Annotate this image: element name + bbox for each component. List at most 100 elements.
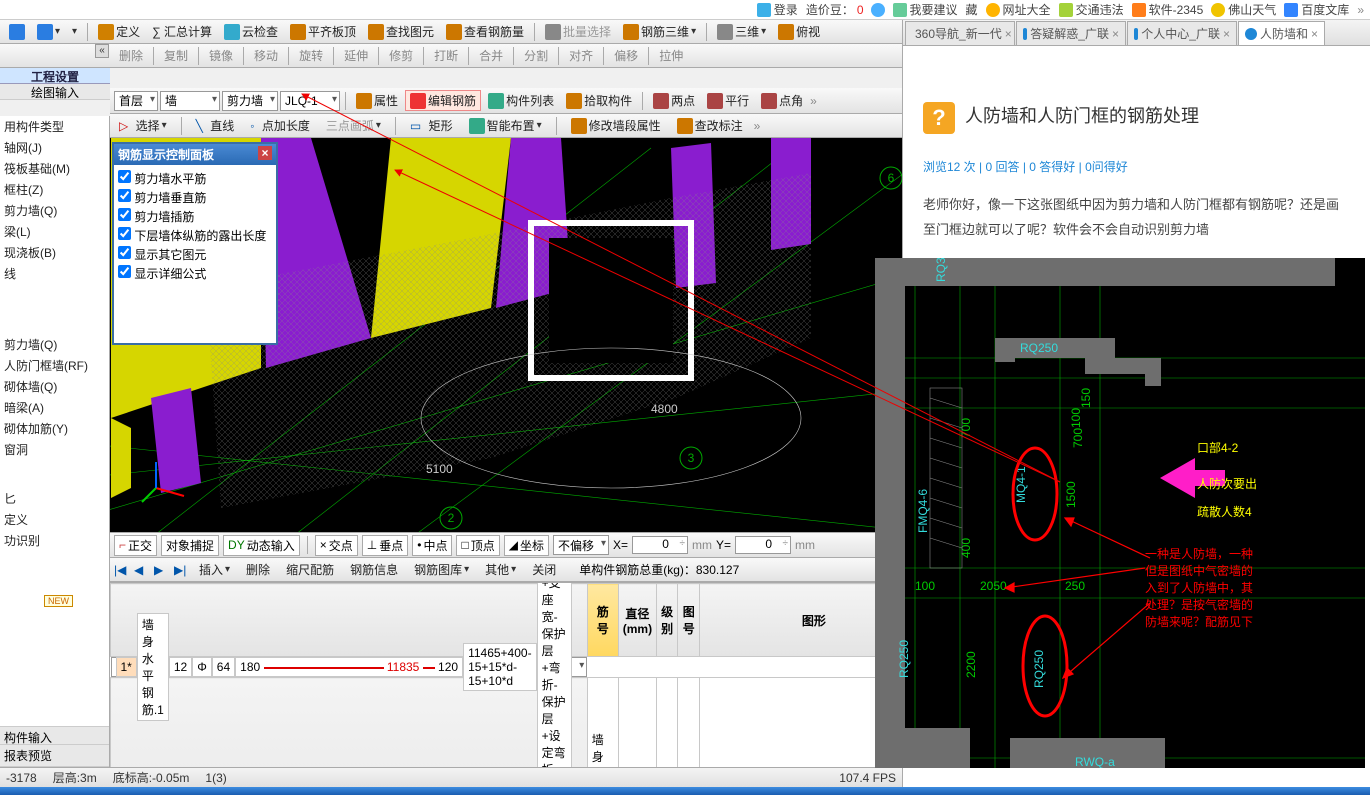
rebar-display-checkbox[interactable]: 显示详细公式 xyxy=(116,264,274,283)
component-list-button[interactable]: 构件列表 xyxy=(483,90,559,111)
rebar-display-checkbox[interactable]: 剪力墙垂直筋 xyxy=(116,188,274,207)
ptlen-tool[interactable]: ◦ 点加长度 xyxy=(245,115,315,136)
sidebar-tab-draw[interactable]: 绘图输入 xyxy=(0,84,110,100)
offset-button[interactable]: 偏移 xyxy=(609,45,643,66)
osnap-toggle[interactable]: 对象捕捉 xyxy=(161,535,219,556)
break-button[interactable]: 打断 xyxy=(429,45,463,66)
check-label-button[interactable]: 查改标注 xyxy=(672,115,748,136)
twopoint-button[interactable]: 两点 xyxy=(648,90,700,111)
cloud-check-button[interactable]: 云检查 xyxy=(219,21,283,42)
define-button[interactable]: 定义 xyxy=(93,21,145,42)
rebar-display-checkbox[interactable]: 下层墙体纵筋的露出长度 xyxy=(116,226,274,245)
category-select[interactable]: 墙 xyxy=(160,91,220,111)
rebar-table[interactable]: 筋号直径(mm)级别图号图形计算公式公式描述1*墙身水平钢筋.112Φ64180… xyxy=(110,582,902,767)
int-snap[interactable]: ×交点 xyxy=(315,535,358,556)
sidebar-tab-report[interactable]: 报表预览 xyxy=(0,744,109,767)
stretch-button[interactable]: 拉伸 xyxy=(654,45,688,66)
tree-item[interactable]: 剪力墙(Q) xyxy=(0,334,109,355)
attr-button[interactable]: 属性 xyxy=(351,90,403,111)
tree-item[interactable]: 功识别 xyxy=(0,530,109,551)
y-input[interactable]: 0 xyxy=(735,536,791,554)
tree-item[interactable]: 砌体墙(Q) xyxy=(0,376,109,397)
copy-button[interactable]: 复制 xyxy=(159,45,193,66)
rotate-button[interactable]: 旋转 xyxy=(294,45,328,66)
tree-item[interactable]: 匕 xyxy=(0,488,109,509)
view-3d-button[interactable]: 三维▾ xyxy=(712,21,771,42)
soft-link[interactable]: 软件-2345 xyxy=(1132,1,1204,18)
mod-attr-button[interactable]: 修改墙段属性 xyxy=(566,115,666,136)
traffic-link[interactable]: 交通违法 xyxy=(1059,1,1124,18)
browser-tab[interactable]: 个人中心_广联× xyxy=(1127,21,1237,45)
tree-item[interactable]: 定义 xyxy=(0,509,109,530)
dyn-toggle[interactable]: DY动态输入 xyxy=(223,535,300,556)
merge-button[interactable]: 合并 xyxy=(474,45,508,66)
tree-item[interactable]: 人防门框墙(RF) xyxy=(0,355,109,376)
delete-button[interactable]: 删除 xyxy=(114,45,148,66)
navall-link[interactable]: 网址大全 xyxy=(986,1,1051,18)
rebar-info-button[interactable]: 钢筋信息 xyxy=(345,559,403,580)
tree-item[interactable]: 剪力墙(Q) xyxy=(0,200,109,221)
rebar-lib-button[interactable]: 钢筋图库▾ xyxy=(409,559,474,580)
suggest-link[interactable]: 我要建议 xyxy=(893,1,958,18)
rebar-display-checkbox[interactable]: 剪力墙水平筋 xyxy=(116,169,274,188)
tree-item[interactable]: 暗梁(A) xyxy=(0,397,109,418)
tree-item[interactable]: 轴网(J) xyxy=(0,137,109,158)
trim-button[interactable]: 修剪 xyxy=(384,45,418,66)
nav-first[interactable]: |◀ xyxy=(114,563,128,577)
login-link[interactable]: 登录 xyxy=(757,1,798,18)
tree-item[interactable]: 窗洞 xyxy=(0,439,109,460)
tree-item[interactable]: 梁(L) xyxy=(0,221,109,242)
vert-snap[interactable]: □顶点 xyxy=(456,535,499,556)
redo-button[interactable]: ▾ xyxy=(67,24,82,39)
nav-last[interactable]: ▶| xyxy=(174,563,188,577)
close-button[interactable]: 关闭 xyxy=(527,559,561,580)
coord-snap[interactable]: ◢坐标 xyxy=(504,535,549,556)
floor-select[interactable]: 首层 xyxy=(114,91,158,111)
sum-button[interactable]: ∑ 汇总计算 xyxy=(147,21,217,42)
fav-link[interactable]: 藏 xyxy=(966,1,978,18)
tree-item[interactable]: 线 xyxy=(0,263,109,284)
split-button[interactable]: 分割 xyxy=(519,45,553,66)
other-button[interactable]: 其他▾ xyxy=(480,559,521,580)
tree-item[interactable]: 砌体加筋(Y) xyxy=(0,418,109,439)
line-tool[interactable]: ╲ 直线 xyxy=(191,115,240,136)
windows-taskbar[interactable] xyxy=(0,787,1370,795)
select-tool[interactable]: ▷ 选择▾ xyxy=(114,115,172,136)
perp-snap[interactable]: ⊥垂点 xyxy=(362,535,408,556)
tree-item[interactable]: 框柱(Z) xyxy=(0,179,109,200)
browser-tab[interactable]: 360导航_新一代× xyxy=(905,21,1015,45)
undo-button[interactable]: ▾ xyxy=(32,22,65,42)
save-button[interactable] xyxy=(4,22,30,42)
rect-tool[interactable]: ▭ 矩形 xyxy=(405,115,458,136)
code-select[interactable]: JLQ-1 xyxy=(280,91,340,111)
tree-item[interactable]: 现浇板(B) xyxy=(0,242,109,263)
align-slab-button[interactable]: 平齐板顶 xyxy=(285,21,361,42)
ortho-toggle[interactable]: ⌐正交 xyxy=(114,535,157,556)
weather-link[interactable]: 佛山天气 xyxy=(1211,1,1276,18)
browser-tab[interactable]: 答疑解惑_广联× xyxy=(1016,21,1126,45)
delete-row-button[interactable]: 删除 xyxy=(241,559,275,580)
rebar-3d-button[interactable]: 钢筋三维▾ xyxy=(618,21,701,42)
mirror-button[interactable]: 镜像 xyxy=(204,45,238,66)
nav-prev[interactable]: ◀ xyxy=(134,563,148,577)
insert-row-button[interactable]: 插入▾ xyxy=(194,559,235,580)
walltype-select[interactable]: 剪力墙 xyxy=(222,91,278,111)
edit-rebar-button[interactable]: 编辑钢筋 xyxy=(405,90,481,111)
find-view-button[interactable]: 查找图元 xyxy=(363,21,439,42)
tree-item[interactable]: 筏板基础(M) xyxy=(0,158,109,179)
x-input[interactable]: 0 xyxy=(632,536,688,554)
scale-rebar-button[interactable]: 缩尺配筋 xyxy=(281,559,339,580)
smart-tool[interactable]: 智能布置▾ xyxy=(464,115,547,136)
arc-tool[interactable]: 三点画弧▾ xyxy=(321,115,386,136)
align-button[interactable]: 对齐 xyxy=(564,45,598,66)
extend-button[interactable]: 延伸 xyxy=(339,45,373,66)
mid-snap[interactable]: •中点 xyxy=(412,535,452,556)
move-button[interactable]: 移动 xyxy=(249,45,283,66)
rebar-display-checkbox[interactable]: 显示其它图元 xyxy=(116,245,274,264)
bird-view-button[interactable]: 俯视 xyxy=(773,21,825,42)
browser-tab[interactable]: 人防墙和× xyxy=(1238,21,1325,45)
sidebar-close-button[interactable]: « xyxy=(95,44,109,58)
pick-component-button[interactable]: 拾取构件 xyxy=(561,90,637,111)
nav-next[interactable]: ▶ xyxy=(154,563,168,577)
rebar-display-checkbox[interactable]: 剪力墙插筋 xyxy=(116,207,274,226)
